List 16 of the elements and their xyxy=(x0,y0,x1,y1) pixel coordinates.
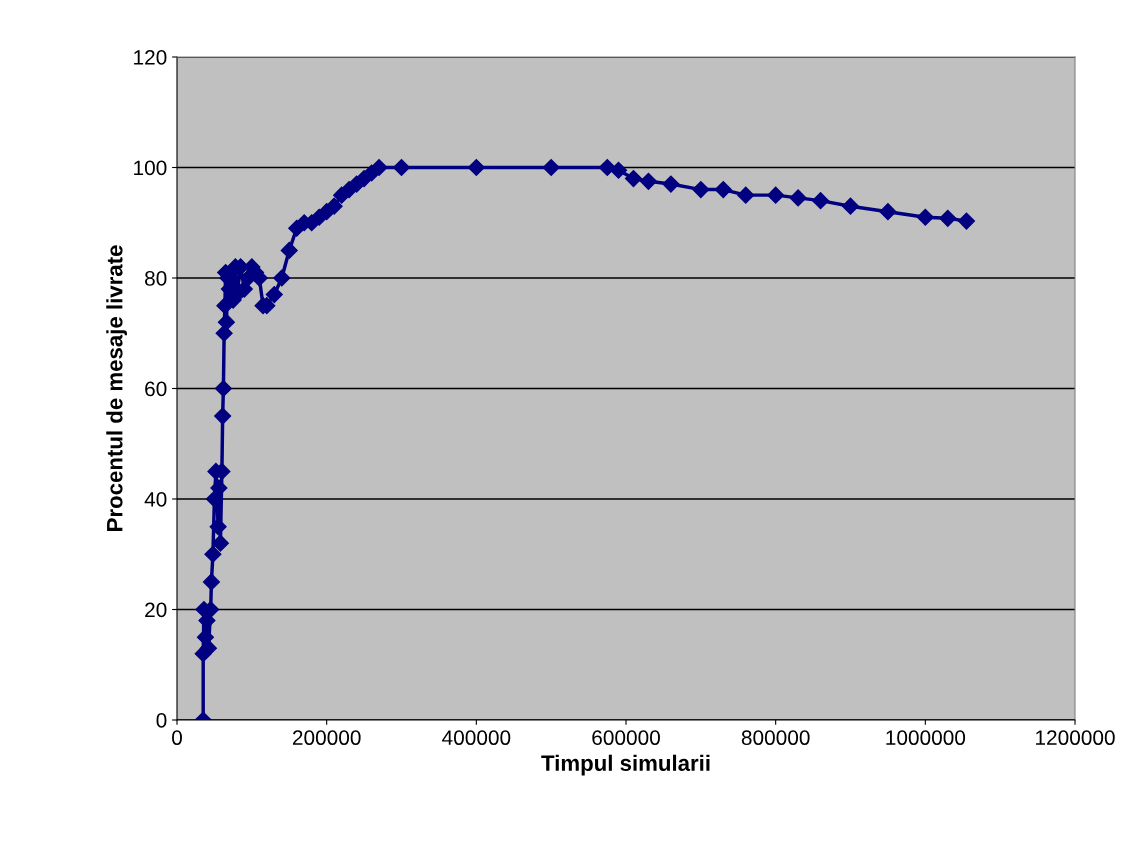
x-tick-label: 400000 xyxy=(442,730,511,746)
x-tick-label: 1200000 xyxy=(1036,730,1115,746)
y-tick-label: 20 xyxy=(145,602,167,618)
y-tick-label: 0 xyxy=(156,713,167,728)
y-tick-label: 40 xyxy=(144,492,167,507)
y-tick-label: 100 xyxy=(134,160,167,176)
x-tick-label: 800000 xyxy=(741,730,810,746)
x-tick-label: 0 xyxy=(172,730,182,746)
y-tick-label: 60 xyxy=(145,381,167,397)
x-tick-label: 1000000 xyxy=(886,730,966,746)
x-tick-label: 200000 xyxy=(292,730,361,746)
x-axis-title: Timpul simularii xyxy=(541,754,710,776)
y-tick-label: 80 xyxy=(145,271,167,286)
y-tick-label: 120 xyxy=(134,50,167,65)
y-axis-title: Procentul de mesaje livrate xyxy=(106,245,127,531)
x-tick-label: 600000 xyxy=(592,730,660,746)
